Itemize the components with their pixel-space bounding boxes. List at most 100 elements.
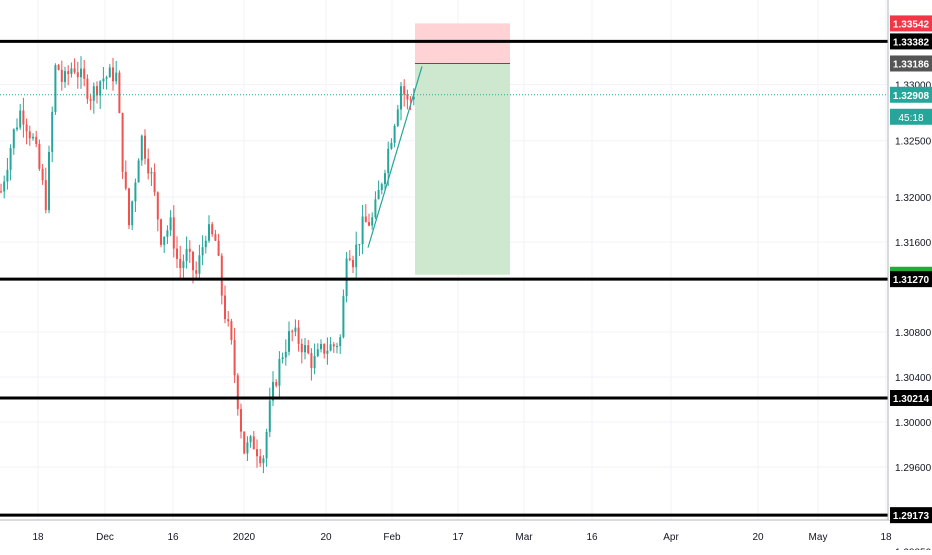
current-price-label: 1.32908	[893, 91, 930, 102]
candle-body	[137, 160, 140, 183]
position-tool[interactable]	[415, 23, 510, 275]
candle-body	[345, 258, 348, 297]
candle-body	[134, 182, 137, 202]
candle-body	[16, 127, 18, 130]
candle-body	[220, 255, 223, 296]
candle-body	[246, 442, 249, 454]
candle-body	[96, 86, 98, 96]
candle-body	[185, 248, 188, 262]
countdown-bg	[890, 108, 932, 125]
candle-body	[64, 71, 66, 82]
trendline[interactable]	[367, 66, 423, 248]
candle-body	[83, 68, 86, 79]
candle-body	[166, 230, 169, 237]
level-label-bg	[890, 389, 932, 406]
x-tick-label: Mar	[515, 532, 533, 543]
candle-body	[32, 136, 34, 139]
x-tick-label: 18	[880, 532, 892, 543]
y-tick-label: 1.30400	[895, 373, 932, 384]
x-tick-label: 16	[167, 532, 179, 543]
candle-body	[313, 356, 316, 369]
level-label: 1.31270	[893, 275, 930, 286]
candle-body	[352, 259, 354, 268]
trendline-layer[interactable]	[367, 66, 423, 248]
candle-body	[204, 240, 207, 248]
candle-body	[406, 94, 409, 100]
x-tick-label: 20	[752, 532, 764, 543]
x-tick-label: Apr	[663, 532, 679, 543]
candle-body	[28, 131, 31, 139]
level-label-bg	[890, 33, 932, 50]
candle-body	[409, 99, 412, 101]
candle-body	[51, 111, 54, 152]
candle-body	[233, 339, 236, 376]
countdown-label: 45:18	[898, 113, 923, 124]
candle-body	[41, 168, 44, 181]
y-tick-label: 1.30000	[895, 418, 932, 429]
candle-body	[192, 251, 194, 271]
candle-body	[294, 327, 297, 332]
y-tick-label: 1.31600	[895, 238, 932, 249]
candle-body	[150, 172, 153, 174]
x-tick-label: 16	[586, 532, 598, 543]
candle-body	[310, 353, 313, 369]
candle-body	[99, 81, 102, 96]
candle-body	[412, 96, 415, 100]
candle-body	[179, 258, 182, 269]
candle-body	[332, 344, 335, 347]
x-tick-label: 20	[320, 532, 332, 543]
candle-body	[259, 456, 262, 464]
candle-body	[201, 247, 204, 256]
candle-body	[390, 142, 393, 149]
candle-body	[300, 343, 303, 353]
candle-body	[342, 296, 345, 338]
candle-body	[35, 136, 38, 145]
candle-body	[236, 375, 239, 410]
candle-body	[307, 345, 310, 354]
candle-body	[364, 216, 367, 223]
candle-body	[128, 188, 130, 226]
x-tick-label: Feb	[383, 532, 401, 543]
candle-body	[336, 346, 338, 348]
candle-body	[208, 224, 210, 241]
x-tick-label: 17	[452, 532, 464, 543]
candle-body	[284, 351, 287, 358]
candle-body	[195, 270, 198, 274]
candle-body	[12, 129, 15, 149]
candle-body	[355, 244, 358, 268]
stop-loss-label: 1.33542	[893, 19, 930, 30]
candle-body	[320, 343, 322, 350]
level-label: 1.29173	[893, 511, 930, 522]
candle-body	[172, 217, 175, 249]
candle-body	[176, 248, 178, 259]
candle-body	[9, 148, 12, 170]
candle-body	[374, 199, 377, 218]
candle-body	[377, 190, 380, 200]
candle-body	[268, 400, 271, 432]
y-tick-label: 1.29600	[895, 463, 932, 474]
candle-body	[323, 343, 326, 354]
candle-body	[297, 327, 300, 344]
candle-body	[265, 431, 268, 459]
y-tick-label: 1.32000	[895, 193, 932, 204]
y-axis-bg	[889, 0, 932, 520]
candle-body	[57, 65, 60, 70]
take-profit-zone[interactable]	[415, 63, 510, 275]
candle-body	[169, 217, 172, 231]
candle-body	[163, 236, 166, 245]
y-tick-label: 1.33000	[895, 80, 932, 91]
candle-body	[403, 86, 406, 95]
x-tick-label: May	[809, 532, 828, 543]
stop-loss-zone[interactable]	[415, 23, 510, 64]
candle-body	[217, 240, 220, 256]
candle-series	[0, 56, 415, 474]
candle-body	[281, 357, 284, 360]
candle-body	[131, 201, 134, 226]
candle-body	[243, 431, 246, 454]
candle-body	[278, 359, 281, 386]
level-label: 1.33382	[893, 37, 930, 48]
horizontal-levels[interactable]	[0, 39, 888, 517]
candle-body	[240, 409, 242, 432]
